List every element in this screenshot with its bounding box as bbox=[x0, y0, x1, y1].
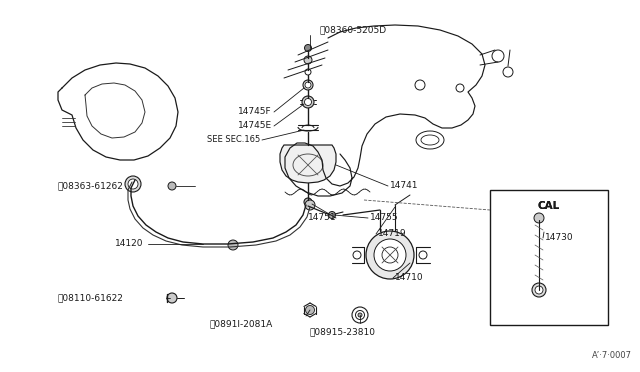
Circle shape bbox=[305, 82, 311, 88]
Circle shape bbox=[128, 179, 138, 189]
Circle shape bbox=[534, 213, 544, 223]
Circle shape bbox=[305, 45, 312, 51]
Circle shape bbox=[328, 212, 335, 218]
Text: Ⓢ08360-5205D: Ⓢ08360-5205D bbox=[320, 26, 387, 35]
Circle shape bbox=[358, 313, 362, 317]
Circle shape bbox=[532, 283, 546, 297]
Circle shape bbox=[535, 286, 543, 294]
Circle shape bbox=[303, 80, 313, 90]
Circle shape bbox=[305, 99, 312, 106]
Text: SEE SEC.165: SEE SEC.165 bbox=[207, 135, 260, 144]
Text: CAL: CAL bbox=[538, 201, 560, 211]
Circle shape bbox=[228, 240, 238, 250]
Circle shape bbox=[125, 176, 141, 192]
Text: CAL: CAL bbox=[538, 201, 560, 211]
Circle shape bbox=[302, 96, 314, 108]
Text: A’·7·0007: A’·7·0007 bbox=[592, 351, 632, 360]
Polygon shape bbox=[280, 145, 336, 183]
Text: 14120: 14120 bbox=[115, 240, 143, 248]
Text: 14741: 14741 bbox=[390, 182, 419, 190]
Text: Ⓢ08110-61622: Ⓢ08110-61622 bbox=[58, 294, 124, 302]
Circle shape bbox=[167, 293, 177, 303]
Circle shape bbox=[168, 182, 176, 190]
Text: 14751: 14751 bbox=[308, 214, 337, 222]
Circle shape bbox=[374, 239, 406, 271]
Text: 14745E: 14745E bbox=[238, 122, 272, 131]
Circle shape bbox=[304, 56, 312, 64]
Bar bbox=[490, 190, 608, 325]
Circle shape bbox=[305, 200, 315, 210]
Text: Ⓞ0891l-2081A: Ⓞ0891l-2081A bbox=[210, 320, 273, 328]
Circle shape bbox=[304, 198, 312, 206]
Text: 14730: 14730 bbox=[545, 234, 573, 243]
Circle shape bbox=[366, 231, 414, 279]
Circle shape bbox=[305, 305, 314, 314]
Text: Ⓢ08363-61262: Ⓢ08363-61262 bbox=[58, 182, 124, 190]
Text: 14755: 14755 bbox=[370, 214, 399, 222]
Text: Ⓦ08915-23810: Ⓦ08915-23810 bbox=[310, 327, 376, 337]
Text: 14710: 14710 bbox=[395, 273, 424, 282]
Text: 14745F: 14745F bbox=[238, 108, 272, 116]
Text: 14719: 14719 bbox=[378, 230, 406, 238]
